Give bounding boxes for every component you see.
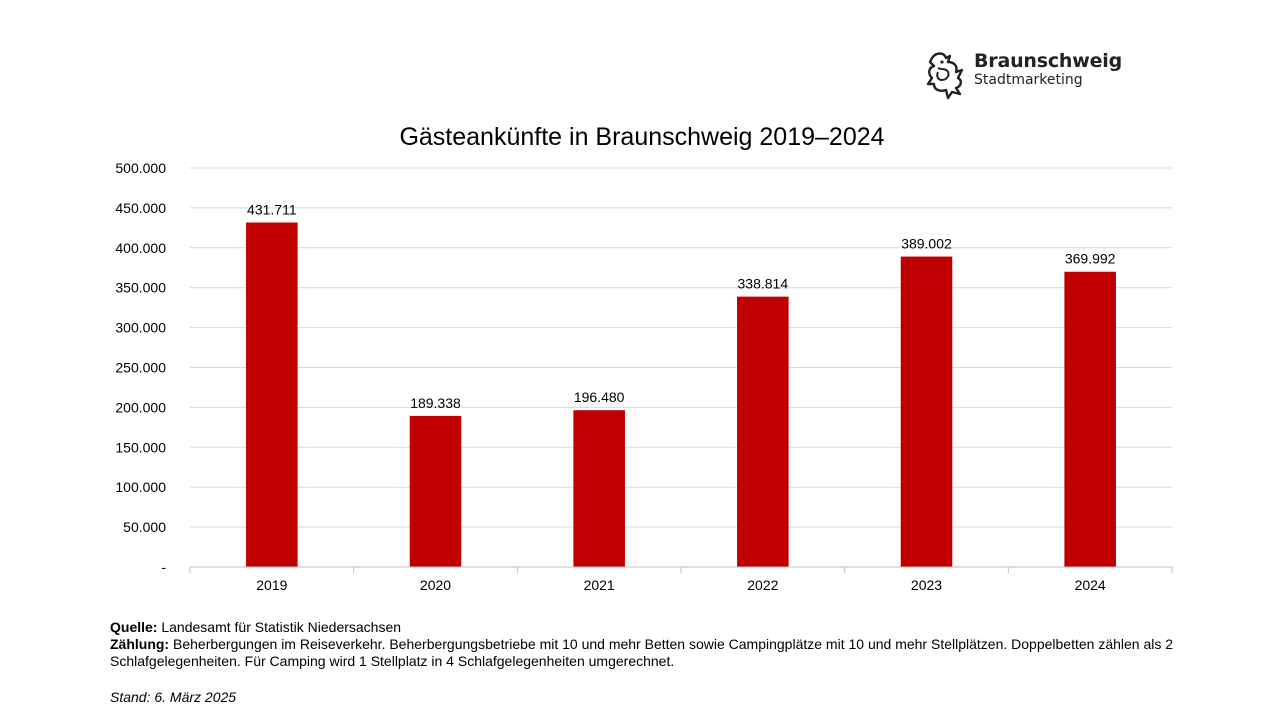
source-label: Quelle: [110, 619, 158, 635]
bar-2024 [1064, 271, 1116, 567]
y-tick-label: 300.000 [115, 320, 166, 336]
data-label: 189.338 [410, 395, 461, 411]
data-label: 369.992 [1065, 251, 1116, 267]
gridlines [190, 167, 1172, 528]
bar-2020 [409, 415, 462, 567]
x-tick-label: 2020 [420, 577, 451, 593]
x-tick-label: 2021 [584, 577, 615, 593]
y-tick-label: - [161, 559, 166, 575]
logo-name: Braunschweig [974, 50, 1122, 72]
x-tick-label: 2024 [1075, 577, 1106, 593]
y-tick-label: 100.000 [115, 479, 166, 495]
data-label: 431.711 [247, 201, 297, 217]
y-axis: - 50.000 100.000 150.000 200.000 250.000 300.0… [115, 160, 166, 575]
y-tick-label: 350.000 [115, 280, 166, 296]
count-note: Zählung: Beherbergungen im Reiseverkehr.… [110, 636, 1220, 670]
x-axis: 2019 2020 2021 2022 2023 2024 [189, 566, 1173, 593]
bars: 431.711 189.338 196.480 338.814 389.002 369.9… [246, 201, 1116, 567]
lion-emblem-icon [926, 52, 964, 100]
chart-title: Gästeankünfte in Braunschweig 2019–2024 [399, 123, 884, 151]
bar-2023 [900, 256, 953, 567]
y-tick-label: 200.000 [115, 399, 166, 415]
bar-chart: Gästeankünfte in Braunschweig 2019–2024 … [115, 123, 1173, 593]
bar-2022 [737, 296, 789, 567]
data-label: 389.002 [901, 236, 952, 252]
source-note: Quelle: Landesamt für Statistik Niedersa… [110, 619, 1220, 636]
logo: Braunschweig Stadtmarketing [926, 50, 1126, 102]
logo-subtitle: Stadtmarketing [974, 72, 1083, 88]
y-tick-label: 500.000 [115, 160, 166, 176]
y-tick-label: 400.000 [115, 240, 166, 256]
bar-2019 [246, 222, 298, 567]
x-tick-label: 2019 [256, 577, 287, 593]
y-tick-label: 50.000 [123, 519, 166, 535]
y-tick-label: 450.000 [115, 200, 166, 216]
y-tick-label: 150.000 [115, 439, 166, 455]
bar-2021 [573, 410, 625, 567]
x-tick-label: 2023 [911, 577, 942, 593]
data-label: 338.814 [738, 276, 789, 292]
source-text: Landesamt für Statistik Niedersachsen [157, 619, 402, 635]
count-text: Beherbergungen im Reiseverkehr. Beherber… [110, 636, 1174, 669]
stand-date: Stand: 6. März 2025 [110, 689, 237, 705]
data-label: 196.480 [574, 389, 625, 405]
x-tick-label: 2022 [747, 577, 778, 593]
notes: Quelle: Landesamt für Statistik Niedersa… [110, 619, 1220, 670]
count-label: Zählung: [110, 636, 170, 652]
y-tick-label: 250.000 [115, 360, 166, 376]
